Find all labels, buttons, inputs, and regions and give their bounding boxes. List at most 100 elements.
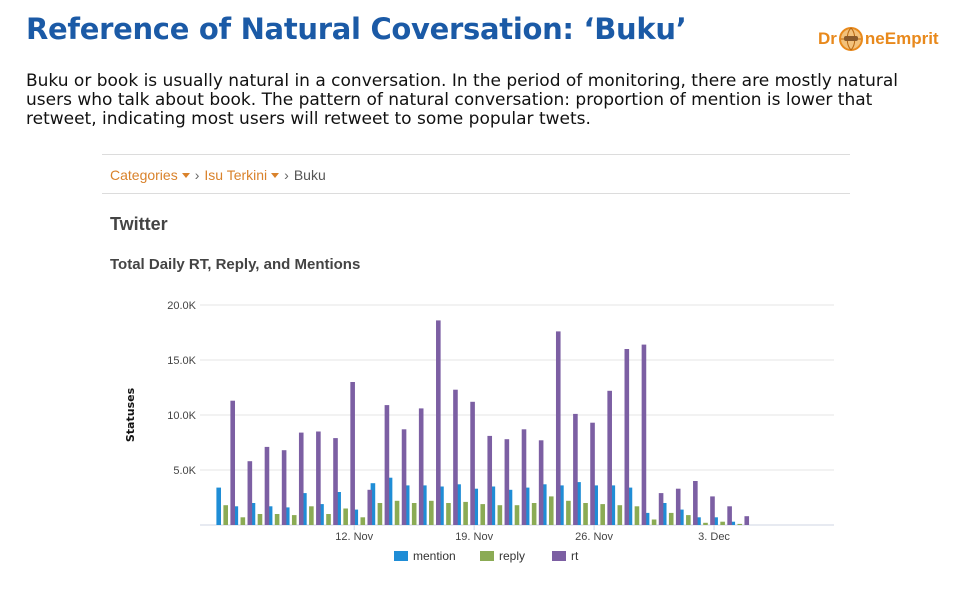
bar-mention [284,507,290,525]
bar-rt [436,320,441,525]
x-tick-label: 12. Nov [335,531,373,543]
bar-reply [600,504,605,525]
bar-mention [524,487,530,525]
bar-mention [353,509,359,525]
legend-label-mention: mention [413,549,456,563]
bar-rt [744,516,750,525]
bar-mention [610,485,616,525]
bar-mention [370,483,376,525]
caret-down-icon[interactable] [181,172,190,178]
slide-body-text: Buku or book is usually natural in a con… [26,71,899,129]
bar-reply [480,504,486,525]
breadcrumb-divider [102,193,850,194]
bar-reply [257,514,263,525]
bar-mention [404,485,410,525]
x-tick-label: 3. Dec [698,531,730,543]
bar-mention [267,506,273,525]
legend-label-rt: rt [571,549,579,563]
bar-mention [336,492,341,525]
bar-rt [367,489,373,525]
x-tick-label: 19. Nov [455,531,493,543]
legend-label-reply: reply [499,549,525,563]
bar-mention [422,485,427,525]
bar-rt [710,496,715,525]
bar-mention [302,493,307,525]
bar-mention [387,477,393,525]
y-tick-label: 10.0K [167,410,196,422]
bar-rt [727,506,732,525]
bar-reply [223,505,229,525]
y-tick-label: 15.0K [167,355,196,367]
bar-reply [463,501,468,525]
y-tick-label: 5.0K [173,465,196,477]
bar-reply [651,519,657,525]
bar-chart: 5.0K 10.0K 15.0K 20.0K Statuses 12. Nov 19. No… [124,300,834,563]
bar-rt [281,450,287,525]
bar-rt [247,461,253,525]
bar-rt [624,349,630,525]
bar-mention [507,489,513,525]
bar-mention [439,486,444,525]
bar-mention [541,484,547,525]
bar-reply [617,505,623,525]
bar-mention [456,484,461,525]
breadcrumb-categories-link[interactable]: Categories [110,167,178,183]
bar-rt [333,438,338,525]
bar-mention [696,517,701,525]
bar-rt [298,432,304,525]
bar-mention [713,517,718,525]
bar-rt [504,439,510,525]
bar-mention [559,485,564,525]
breadcrumb-issue-link[interactable]: Isu Terkini [204,167,268,183]
bar-reply [668,512,674,525]
chart-title: Total Daily RT, Reply, and Mentions [110,256,361,273]
slide-title: Reference of Natural Coversation: ‘Buku’ [26,12,687,46]
y-tick-label: 20.0K [167,300,196,312]
caret-down-icon[interactable] [271,172,280,178]
bar-rt [401,429,407,525]
bar-rt [675,488,681,525]
x-tick-label: 26. Nov [575,531,613,543]
bar-mention [730,521,736,525]
bar-reply [394,500,400,525]
bar-mention [679,509,684,525]
bar-reply [274,514,280,525]
bar-reply [446,503,451,525]
bar-mention [233,506,239,525]
legend-swatch-rt [552,551,566,561]
bar-rt [573,413,578,525]
bar-mention [250,503,256,525]
bar-reply [309,506,314,525]
bar-reply [566,500,571,525]
bar-mention [644,512,650,525]
bar-reply [343,508,348,525]
bar-reply [514,505,520,525]
bar-reply [737,523,743,525]
bar-mention [319,504,324,525]
bar-mention [473,488,479,525]
bar-reply [583,503,588,525]
chevron-right-icon: › [284,167,289,183]
bar-reply [240,517,246,525]
bar-reply [686,515,691,525]
bar-reply [720,521,725,525]
bar-rt [590,422,595,525]
bar-reply [497,505,503,525]
bar-mention [576,482,581,525]
bar-rt [316,431,321,525]
bar-rt [453,389,458,525]
bar-rt [607,390,612,525]
bar-rt [264,446,270,525]
bar-mention [216,487,222,525]
bar-mention [490,486,496,525]
bar-reply [634,506,640,525]
bar-rt [641,344,647,525]
logo-text-left: Dr [818,29,837,48]
bar-rt [521,429,527,525]
legend-swatch-reply [480,551,494,561]
bar-reply [291,515,297,525]
bar-mention [593,485,598,525]
bar-reply [548,496,554,525]
bar-rt [658,493,664,525]
bar-rt [418,408,424,525]
